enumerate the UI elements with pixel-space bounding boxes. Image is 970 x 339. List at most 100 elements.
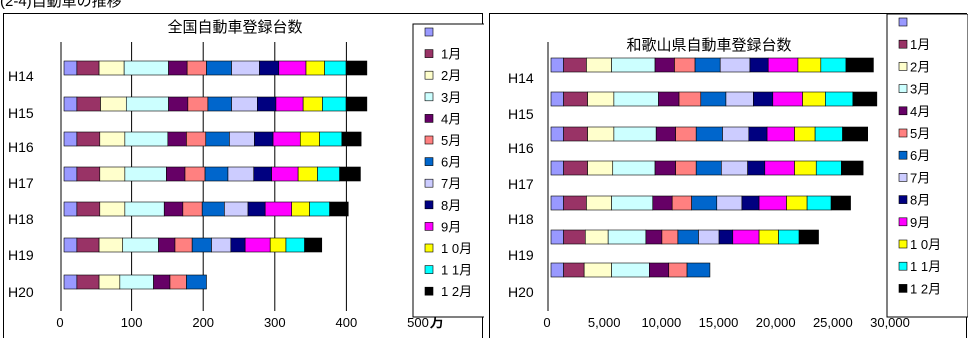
category-label: H15 [508, 106, 534, 122]
bar-segment [671, 195, 692, 211]
bar-segment [691, 195, 718, 211]
bar-segment [231, 60, 260, 76]
legend-swatch [424, 70, 434, 80]
bar-segment [99, 201, 126, 217]
legend-label: 1月 [441, 47, 461, 62]
bar-segment [747, 160, 766, 176]
legend-label: 4月 [441, 111, 461, 126]
bar-segment [123, 60, 169, 76]
bar-segment [778, 229, 800, 245]
bar-segment [695, 126, 723, 142]
bar-segment [329, 201, 349, 217]
bar-segment-lead [63, 237, 78, 253]
legend-swatch [898, 62, 908, 71]
bar-segment [806, 195, 832, 211]
legend-swatch [898, 84, 908, 93]
legend-swatch [424, 49, 434, 58]
bar-segment-lead [63, 96, 78, 112]
bar-segment [661, 229, 679, 245]
legend-label: 1 0月 [441, 241, 472, 256]
bar-segment [700, 91, 727, 107]
bar-segment [798, 229, 819, 245]
legend-swatch [424, 286, 434, 296]
bar-segment [158, 237, 176, 253]
bar-segment [285, 237, 305, 253]
bar-segment [563, 91, 588, 107]
bar-segment [686, 262, 711, 278]
bar-segment [122, 237, 159, 253]
legend-label: 1 1月 [441, 263, 472, 278]
bar-segment [174, 237, 193, 253]
bar-segment [611, 195, 654, 211]
category-label: H19 [8, 247, 34, 263]
bar-segment [611, 57, 656, 73]
bar-segment [563, 195, 587, 211]
bar-segment [124, 201, 165, 217]
bar-segment [655, 126, 676, 142]
bar-segment [794, 126, 816, 142]
legend-swatch [424, 178, 434, 188]
legend-swatch [898, 217, 908, 227]
bar-segment [841, 160, 864, 176]
wakayama-chart-panel: H14 H15 H16 H17 H18 H19 H20 0 5,000 10,000 15,000 2… [489, 13, 968, 338]
bar-segment [278, 60, 307, 76]
bar-segment [257, 96, 277, 112]
bar-segment [76, 131, 101, 147]
bar-segment [814, 126, 843, 142]
category-label: H14 [508, 70, 534, 86]
legend-swatch [424, 27, 434, 37]
legend-label: 6月 [910, 148, 930, 163]
category-label: H15 [8, 105, 34, 121]
bar-segment [99, 131, 126, 147]
bar-segment [163, 201, 184, 217]
bar-segment [758, 229, 779, 245]
x-tick-label: 100 [121, 315, 143, 330]
x-tick-label: 20,000 [756, 315, 796, 330]
legend-swatch [424, 200, 434, 210]
bar-segment [76, 60, 100, 76]
category-label: H18 [8, 211, 34, 227]
legend-label: 7月 [441, 176, 461, 191]
bar-segment [275, 96, 304, 112]
bar-segment-lead [63, 131, 78, 147]
bar-segment [201, 201, 225, 217]
bar-segment [166, 166, 186, 182]
legend-label: 8月 [441, 198, 461, 213]
legend-label: 1 1月 [910, 259, 941, 274]
category-label: H16 [8, 139, 34, 155]
bar-segment [675, 160, 697, 176]
bar-segment [76, 274, 100, 290]
legend-swatch [898, 150, 908, 160]
category-label: H16 [508, 140, 534, 156]
x-tick-label: 5,000 [588, 315, 621, 330]
bar-segment [184, 166, 206, 182]
legend-swatch [424, 157, 434, 166]
legend-label: 8月 [910, 193, 930, 208]
bar-segment [247, 201, 266, 217]
bar-segment [842, 126, 869, 142]
bar-segment [802, 91, 826, 107]
legend-swatch [424, 135, 434, 145]
legend-swatch [898, 106, 908, 116]
bar-segment-lead [550, 229, 564, 245]
bar-segment [612, 160, 656, 176]
bar-segment [204, 166, 229, 182]
bar-segment [187, 96, 209, 112]
bar-segment [168, 60, 188, 76]
bar-segment [191, 237, 212, 253]
chart-title: 和歌山県自動車登録台数 [626, 37, 791, 54]
bar-segment [675, 126, 697, 142]
bar-segment [76, 237, 100, 253]
legend-swatch [898, 173, 908, 182]
legend-label: 6月 [441, 155, 461, 170]
bar-segment [677, 229, 699, 245]
bar-segment [698, 229, 720, 245]
x-tick-label: 25,000 [813, 315, 853, 330]
bar-segment [718, 229, 734, 245]
legend-swatch [424, 222, 434, 231]
bar-segment [654, 160, 676, 176]
bar-segment [324, 60, 347, 76]
legend-label: 1 2月 [910, 281, 941, 296]
bar-segment [272, 131, 301, 147]
legend-swatch [898, 239, 908, 249]
